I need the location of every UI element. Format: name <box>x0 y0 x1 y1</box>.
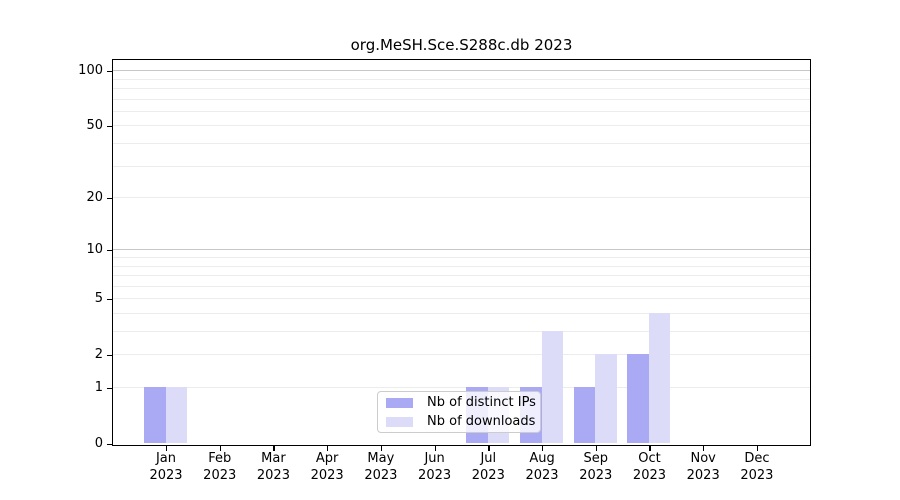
x-axis-tick <box>703 446 705 451</box>
gridline-minor <box>113 98 810 100</box>
x-axis-label: Mar 2023 <box>256 451 290 483</box>
y-axis-label: 1 <box>94 380 103 395</box>
bar-distinct-ips-oct <box>627 354 649 443</box>
bar-downloads-jan <box>165 387 187 443</box>
gridline-major <box>113 70 810 72</box>
gridline-minor <box>113 110 810 112</box>
gridline-minor <box>113 298 810 300</box>
x-axis-tick <box>166 446 168 451</box>
gridline-minor <box>113 197 810 199</box>
gridline-major <box>113 249 810 251</box>
y-axis-tick <box>107 298 112 300</box>
y-axis-tick <box>107 443 112 445</box>
legend-label-downloads: Nb of downloads <box>427 414 536 429</box>
y-axis-label: 50 <box>86 118 103 134</box>
gridline-minor <box>113 125 810 127</box>
y-axis-tick <box>107 125 112 128</box>
x-axis-label: Dec 2023 <box>740 451 774 483</box>
y-axis-label: 10 <box>86 242 103 258</box>
x-axis-label: Aug 2023 <box>525 451 559 483</box>
legend-swatch-distinct-ips <box>386 397 413 408</box>
bar-downloads-sep <box>595 354 617 443</box>
x-axis-label: Jan 2023 <box>149 451 183 483</box>
x-axis-label: May 2023 <box>364 451 398 483</box>
legend: Nb of distinct IPs Nb of downloads <box>377 391 541 433</box>
x-axis-tick <box>434 446 436 451</box>
x-axis-label: Jun 2023 <box>418 451 452 483</box>
x-axis-tick <box>219 446 221 451</box>
y-axis-label: 20 <box>86 190 103 206</box>
x-axis-label: Nov 2023 <box>686 451 720 483</box>
y-axis-label: 100 <box>78 63 103 79</box>
y-axis-label: 0 <box>94 436 103 451</box>
x-axis-tick <box>273 446 275 451</box>
x-axis-tick <box>327 446 329 451</box>
x-axis-tick <box>488 446 490 451</box>
bar-downloads-aug <box>541 331 564 443</box>
y-axis-tick <box>107 354 112 356</box>
bar-downloads-oct <box>648 312 671 443</box>
legend-swatch-downloads <box>386 416 413 427</box>
x-axis-tick <box>649 446 651 451</box>
gridline-minor <box>113 331 810 333</box>
x-axis-tick <box>756 446 759 451</box>
x-axis-label: Apr 2023 <box>310 451 344 483</box>
legend-item-distinct-ips: Nb of distinct IPs <box>386 394 536 411</box>
gridline-minor <box>113 265 810 267</box>
legend-item-downloads: Nb of downloads <box>386 413 536 430</box>
y-axis-tick <box>107 249 112 251</box>
gridline-minor <box>113 285 810 287</box>
legend-label-distinct-ips: Nb of distinct IPs <box>427 395 536 410</box>
plot-area: Nb of distinct IPs Nb of downloads <box>112 59 811 446</box>
y-axis-tick <box>107 387 112 389</box>
bar-distinct-ips-jan <box>144 387 166 443</box>
x-axis-tick <box>595 446 597 451</box>
gridline-minor <box>113 78 810 80</box>
x-axis-label: Oct 2023 <box>632 451 667 483</box>
y-axis-tick <box>107 197 112 199</box>
bar-distinct-ips-sep <box>573 387 596 443</box>
y-axis-tick <box>107 70 112 72</box>
gridline-minor <box>113 88 810 90</box>
gridline-minor <box>113 143 810 145</box>
chart-title: org.MeSH.Sce.S288c.db 2023 <box>350 36 573 54</box>
x-axis-tick <box>380 446 383 451</box>
x-axis-tick <box>542 446 544 451</box>
gridline-minor <box>113 275 810 277</box>
gridline-minor <box>113 387 810 388</box>
y-axis-label: 5 <box>94 291 103 307</box>
x-axis-label: Jul 2023 <box>471 451 505 483</box>
gridline-minor <box>113 354 810 356</box>
x-axis-label: Feb 2023 <box>203 451 237 483</box>
y-axis-label: 2 <box>94 347 103 363</box>
gridline-minor <box>113 165 810 167</box>
x-axis-label: Sep 2023 <box>579 451 613 483</box>
gridline-minor <box>113 312 810 314</box>
gridline-minor <box>113 257 810 258</box>
